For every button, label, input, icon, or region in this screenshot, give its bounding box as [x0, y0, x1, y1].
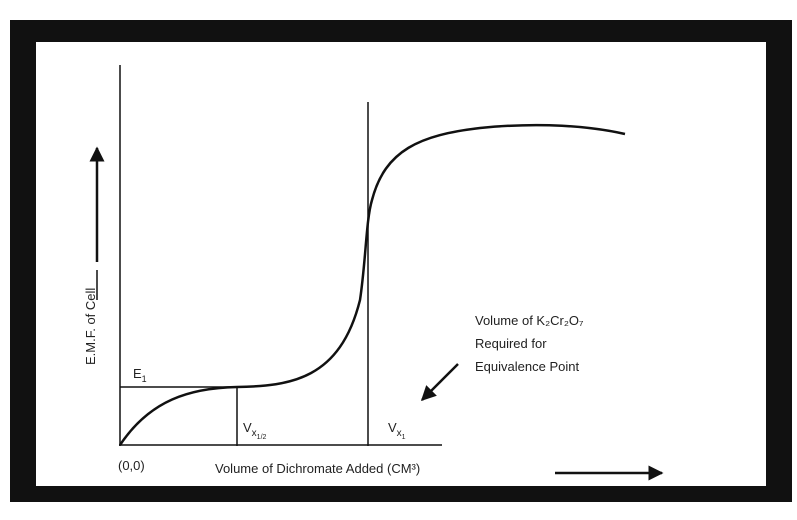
v-half-label: Vx1/2: [243, 420, 267, 441]
annotation-line: Equivalence Point: [475, 359, 579, 374]
e1-label: E1: [133, 366, 147, 384]
titration-curve: [118, 123, 626, 446]
y-axis-label: E.M.F. of Cell: [83, 288, 98, 365]
annotation-line: Required for: [475, 336, 547, 351]
x-axis-label: Volume of Dichromate Added (CM³): [215, 461, 420, 476]
panel: [36, 42, 766, 486]
annotation-arrow: [420, 363, 459, 402]
origin-label: (0,0): [118, 458, 145, 473]
v-eq-label: Vx1: [388, 420, 406, 441]
annotation-line: Volume of K₂Cr₂O₇: [475, 313, 584, 328]
